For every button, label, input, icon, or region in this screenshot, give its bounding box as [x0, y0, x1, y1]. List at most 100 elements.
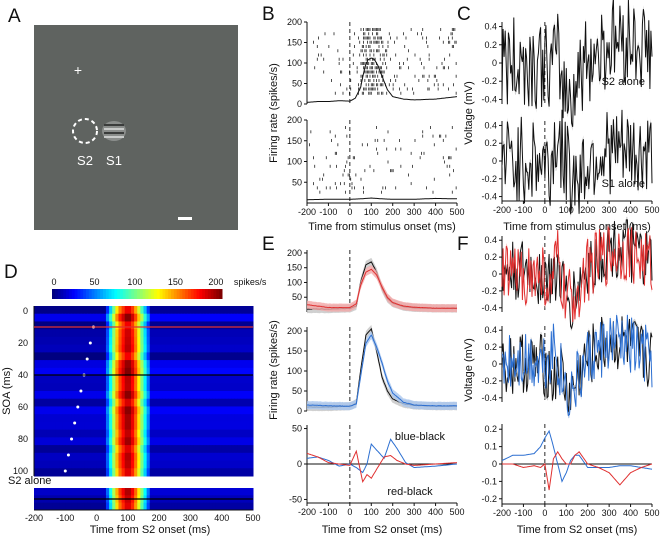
heatmap-cell: [127, 468, 132, 477]
heatmap-cell: [243, 383, 248, 392]
heatmap-cell: [102, 406, 107, 415]
fixation-cross: +: [74, 62, 82, 78]
heatmap-cell: [87, 383, 91, 392]
heatmap-cell: [118, 336, 123, 346]
heatmap-cell: [37, 452, 41, 462]
heatmap-cell: [134, 344, 138, 353]
panel-e-0-ytick-label: 100: [287, 277, 302, 287]
heatmap-cell: [43, 391, 48, 400]
heatmap-cell: [146, 383, 151, 392]
heatmap-cell: [112, 398, 116, 407]
heatmap-cell: [146, 352, 151, 361]
heatmap-cell: [87, 391, 91, 400]
heatmap-cell: [49, 452, 54, 462]
panel-b-s1-xtick-label: -100: [319, 207, 337, 217]
heatmap-cell: [243, 391, 248, 400]
s2-alone-cell: [46, 502, 51, 511]
heatmap-cell: [215, 391, 220, 400]
heatmap-cell: [80, 306, 85, 315]
heatmap-cell: [143, 313, 148, 322]
heatmap-cell: [249, 460, 254, 469]
heatmap-cell: [124, 406, 129, 415]
heatmap-cell: [156, 429, 160, 438]
s2-alone-cell: [137, 502, 141, 511]
heatmap-cell: [177, 336, 182, 346]
s2-alone-cell: [143, 488, 148, 496]
heatmap-cell: [221, 421, 226, 431]
heatmap-cell: [246, 367, 251, 377]
colorbar-segment: [122, 289, 127, 299]
heatmap-cell: [168, 313, 173, 322]
panel-f-s2-alone-line: [501, 316, 653, 416]
heatmap-cell: [84, 336, 88, 346]
s2-alone-cell: [71, 488, 76, 496]
heatmap-cell: [162, 321, 166, 330]
heatmap-cell: [80, 452, 85, 462]
heatmap-cell: [99, 321, 104, 330]
heatmap-cell: [177, 313, 182, 322]
panel-c-0-ytick-label: -0.2: [481, 76, 497, 86]
heatmap-cell: [84, 437, 88, 446]
heatmap-cell: [127, 360, 132, 369]
heatmap-cell: [215, 336, 220, 346]
heatmap-cell: [46, 383, 51, 392]
s2-alone-cell: [177, 488, 182, 496]
heatmap-cell: [240, 406, 245, 415]
heatmap-cell: [249, 329, 254, 338]
heatmap-cell: [165, 367, 170, 377]
heatmap-cell: [240, 421, 245, 431]
heatmap-cell: [240, 375, 245, 384]
heatmap-cell: [212, 306, 216, 315]
heatmap-cell: [34, 437, 38, 446]
heatmap-cell: [127, 383, 132, 392]
heatmap-cell: [99, 391, 104, 400]
heatmap-cell: [243, 445, 248, 454]
heatmap-cell: [87, 414, 91, 423]
heatmap-cell: [55, 437, 60, 446]
heatmap-cell: [149, 367, 154, 377]
heatmap-cell: [140, 452, 144, 462]
heatmap-cell: [227, 352, 232, 361]
heatmap-cell: [152, 445, 157, 454]
panel-e-red-black-label: red-black: [387, 486, 433, 498]
heatmap-cell: [224, 306, 229, 315]
heatmap-cell: [202, 383, 207, 392]
heatmap-cell: [143, 414, 148, 423]
panel-d-ylabel: SOA (ms): [1, 367, 13, 415]
heatmap-cell: [127, 414, 132, 423]
panel-f-2-ytick-label: 0.2: [484, 424, 497, 434]
heatmap-cell: [246, 383, 251, 392]
panel-d-xtick-label: 400: [214, 513, 229, 523]
s2-alone-cell: [156, 488, 160, 496]
heatmap-cell: [87, 429, 91, 438]
heatmap-cell: [112, 375, 116, 384]
colorbar-segment: [137, 289, 141, 299]
heatmap-cell: [55, 329, 60, 338]
heatmap-cell: [99, 383, 104, 392]
heatmap-cell: [52, 414, 57, 423]
heatmap-cell: [68, 421, 73, 431]
heatmap-cell: [212, 445, 216, 454]
heatmap-cell: [159, 421, 163, 431]
heatmap-cell: [227, 336, 232, 346]
heatmap-cell: [102, 383, 107, 392]
heatmap-cell: [93, 367, 98, 377]
panel-e-1-ytick-label: 50: [292, 386, 302, 396]
heatmap-cell: [209, 329, 213, 338]
heatmap-cell: [221, 429, 226, 438]
heatmap-cell: [46, 445, 51, 454]
heatmap-cell: [206, 445, 210, 454]
heatmap-cell: [165, 452, 170, 462]
label-s2: S2: [77, 153, 93, 168]
heatmap-cell: [40, 383, 44, 392]
heatmap-cell: [196, 445, 201, 454]
heatmap-cell: [146, 375, 151, 384]
heatmap-cell: [146, 460, 151, 469]
heatmap-cell: [227, 445, 232, 454]
heatmap-cell: [246, 360, 251, 369]
heatmap-cell: [99, 421, 104, 431]
heatmap-cell: [224, 313, 229, 322]
heatmap-cell: [174, 352, 179, 361]
heatmap-cell: [246, 460, 251, 469]
colorbar-segment: [91, 289, 95, 299]
